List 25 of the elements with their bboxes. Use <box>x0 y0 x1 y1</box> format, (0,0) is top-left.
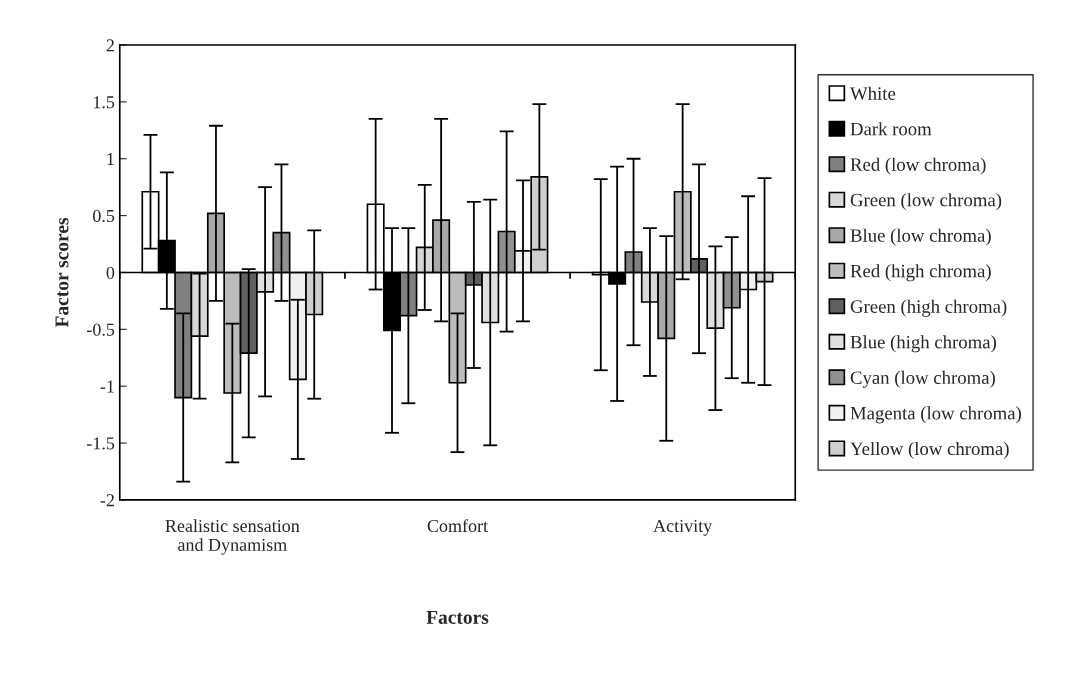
y-tick-label: 0.5 <box>93 209 115 223</box>
y-tick-label: 2 <box>106 39 114 52</box>
legend-label: Cyan (low chroma) <box>850 370 995 388</box>
x-tick-label: Activity <box>653 519 713 536</box>
y-tick-label: -2 <box>100 494 114 507</box>
y-tick-label: 1 <box>107 153 114 165</box>
y-tick-label: -0.5 <box>87 323 115 336</box>
legend-label: Yellow (low chroma) <box>850 441 1009 459</box>
x-axis-title: Factors <box>426 610 489 624</box>
legend-label: Magenta (low chroma) <box>850 406 1021 424</box>
y-tick-label: 1.5 <box>93 96 115 109</box>
legend-label: Dark room <box>850 122 932 136</box>
legend-label: Blue (high chroma) <box>850 335 996 353</box>
legend-label: Green (low chroma) <box>850 193 1002 211</box>
x-tick-label: Comfort <box>427 519 488 533</box>
legend-label: White <box>850 86 896 100</box>
x-tick-label: Realistic sensation and Dynamism <box>165 519 300 555</box>
y-axis-title: Factor scores <box>55 217 69 328</box>
y-tick-label: -1.5 <box>87 437 115 450</box>
y-tick-label: -1 <box>100 380 114 393</box>
legend-label: Red (high chroma) <box>850 264 991 282</box>
legend-label: Red (low chroma) <box>850 157 986 175</box>
legend-label: Blue (low chroma) <box>850 228 991 246</box>
y-tick-label: 0 <box>106 266 115 279</box>
legend-label: Green (high chroma) <box>850 299 1007 317</box>
